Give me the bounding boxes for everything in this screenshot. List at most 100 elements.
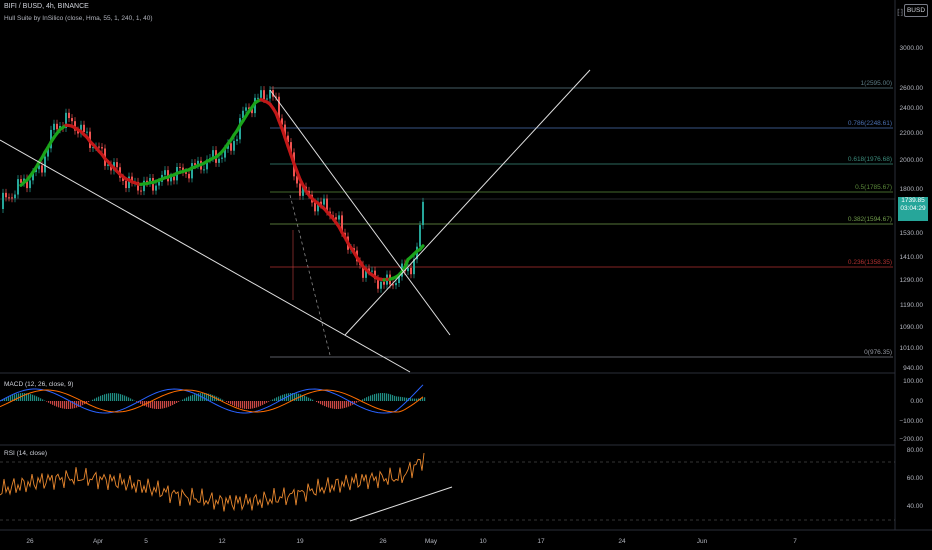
macd-bar (28, 393, 30, 401)
time-axis-tick: Jun (697, 538, 708, 545)
candle-body (335, 217, 337, 220)
candle-body (374, 270, 376, 279)
candle-body (35, 169, 37, 173)
candle-body (29, 180, 31, 189)
candle-body (32, 172, 34, 181)
macd-bar (32, 394, 34, 401)
macd-bar (88, 401, 90, 402)
macd-bar (256, 401, 258, 408)
candle-body (107, 164, 109, 166)
macd-bar (306, 396, 308, 401)
time-axis-tick: 26 (379, 538, 387, 545)
macd-bar (400, 396, 402, 401)
macd-bar (56, 401, 58, 407)
macd-bar (208, 393, 210, 401)
candle-body (137, 181, 139, 191)
candle-body (98, 146, 100, 148)
indicator-label[interactable]: Hull Suite by InSilico (close, Hma, 55, … (4, 15, 153, 22)
macd-bar (60, 401, 62, 408)
candle-body (248, 107, 250, 110)
macd-bar (110, 393, 112, 401)
candle-body (320, 201, 322, 205)
macd-bar (170, 401, 172, 406)
price-axis-tick: 1800.00 (900, 186, 924, 193)
candle-body (251, 109, 253, 114)
macd-bar (282, 394, 284, 401)
candle-body (278, 96, 280, 119)
macd-bar (252, 401, 254, 409)
macd-bar (190, 395, 192, 401)
macd-bar (354, 401, 356, 404)
candle-body (8, 197, 10, 199)
candle-body (158, 181, 160, 186)
macd-bar (124, 395, 126, 401)
macd-bar (394, 395, 396, 401)
macd-bar (160, 401, 162, 409)
candle-body (218, 158, 220, 163)
quote-currency-badge[interactable]: BUSD (904, 4, 928, 17)
candle-body (53, 123, 55, 130)
symbol-title[interactable]: BIFI / BUSD, 4h, BINANCE (4, 3, 89, 10)
candle-body (2, 192, 4, 209)
macd-bar (366, 397, 368, 401)
macd-bar (336, 401, 338, 409)
price-axis-tick: 2400.00 (900, 105, 924, 112)
candle-body (266, 98, 268, 100)
macd-bar (374, 394, 376, 401)
macd-bar (186, 397, 188, 401)
macd-bar (194, 394, 196, 401)
macd-bar (328, 401, 330, 408)
macd-bar (234, 401, 236, 406)
candle-body (230, 143, 232, 151)
macd-axis-tick: 100.00 (903, 378, 923, 385)
macd-bar (386, 393, 388, 401)
macd-bar (144, 401, 146, 406)
macd-bar (66, 401, 68, 409)
rsi-label: RSI (14, close) (4, 450, 47, 457)
candle-body (365, 268, 367, 278)
macd-bar (2, 399, 4, 401)
price-axis-tick: 3000.00 (900, 45, 924, 52)
fib-level-label: 0.618(1976.68) (848, 156, 892, 163)
macd-bar (200, 393, 202, 401)
candle-body (275, 96, 277, 98)
candle-body (179, 166, 181, 168)
candle-body (407, 267, 409, 272)
candle-body (257, 97, 259, 99)
candle-body (314, 202, 316, 212)
rsi-line (0, 453, 425, 512)
macd-bar (6, 397, 8, 401)
macd-bar (222, 399, 224, 401)
macd-bar (52, 401, 54, 405)
macd-bar (280, 395, 282, 401)
candle-body (206, 159, 208, 170)
macd-bar (114, 393, 116, 401)
candle-body (17, 179, 19, 195)
macd-bar (126, 396, 128, 401)
macd-bar (330, 401, 332, 409)
macd-bar (12, 395, 14, 401)
rsi-axis-tick: 60.00 (907, 475, 924, 482)
macd-bar (48, 401, 50, 403)
candle-body (263, 90, 265, 99)
current-price: 1739.85 (901, 197, 925, 204)
fib-level-label: 1(2595.00) (861, 80, 892, 87)
candle-body (86, 131, 88, 133)
upper-channel-trendline (269, 89, 451, 336)
macd-bar (348, 401, 350, 407)
macd-bar (70, 401, 72, 409)
candle-body (170, 176, 172, 182)
macd-bar (244, 401, 246, 409)
candle-body (290, 142, 292, 153)
time-axis-tick: May (425, 538, 438, 545)
candle-body (125, 180, 127, 189)
macd-bar (96, 397, 98, 401)
price-axis-tick: 1010.00 (900, 345, 924, 352)
macd-bar (78, 401, 80, 407)
macd-bar (424, 397, 426, 401)
macd-bar (40, 398, 42, 401)
candle-body (128, 176, 130, 189)
macd-bar (58, 401, 60, 408)
